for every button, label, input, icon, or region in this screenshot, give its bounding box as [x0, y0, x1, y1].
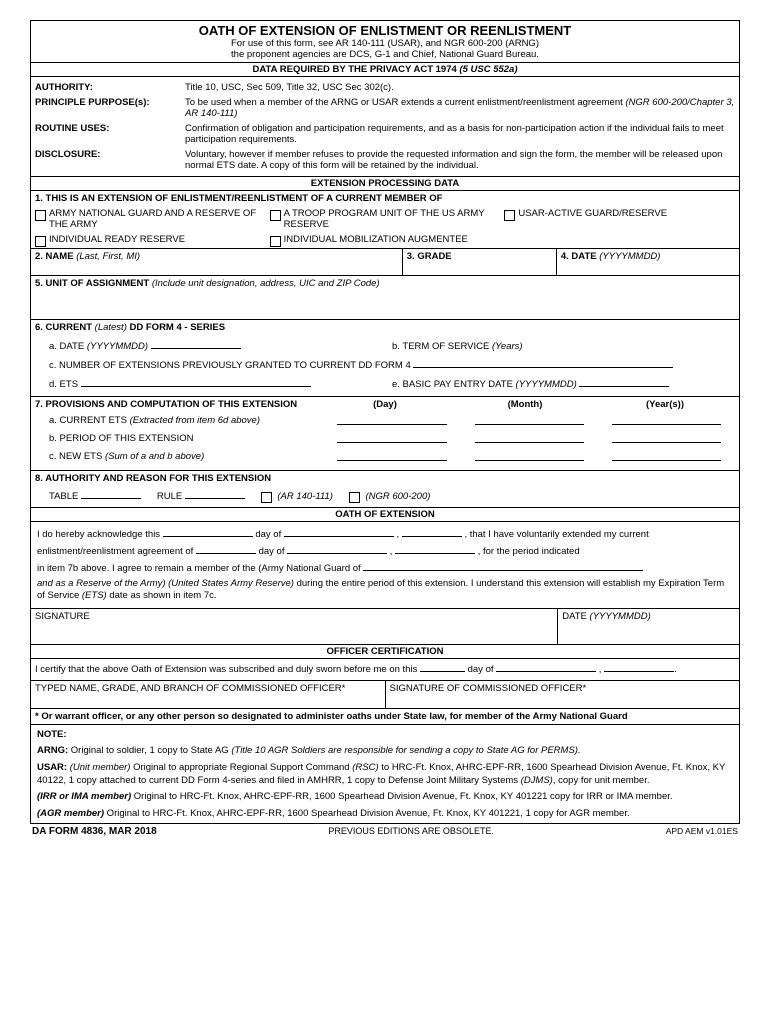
s7c: c. NEW ETS (Sum of a and b above)	[49, 448, 323, 466]
officer-sig-row: TYPED NAME, GRADE, AND BRANCH OF COMMISS…	[31, 680, 739, 708]
chk-ima[interactable]	[270, 236, 281, 247]
chk-irr[interactable]	[35, 236, 46, 247]
s8-rule-field[interactable]	[185, 489, 245, 499]
checkbox-row-2: INDIVIDUAL READY RESERVE INDIVIDUAL MOBI…	[31, 232, 739, 248]
authority-text: Title 10, USC, Sec 509, Title 32, USC Se…	[181, 80, 739, 95]
note-agr: (AGR member) Original to HRC-Ft. Knox, A…	[37, 807, 733, 820]
date-field[interactable]: 4. DATE (YYYYMMDD)	[557, 249, 739, 275]
s8-table-field[interactable]	[81, 489, 141, 499]
oath-heading: OATH OF EXTENSION	[31, 507, 739, 522]
form-subtitle: For use of this form, see AR 140-111 (US…	[31, 38, 739, 62]
s7c-year[interactable]	[612, 450, 721, 461]
form-footer: DA FORM 4836, MAR 2018 PREVIOUS EDITIONS…	[30, 824, 740, 837]
q1-label: 1. THIS IS AN EXTENSION OF ENLISTMENT/RE…	[31, 191, 739, 206]
note-irr: (IRR or IMA member) Original to HRC-Ft. …	[37, 790, 733, 803]
s7c-month[interactable]	[475, 450, 584, 461]
chk-tpu[interactable]	[270, 210, 281, 221]
opt-b: A TROOP PROGRAM UNIT OF THE US ARMY RESE…	[284, 208, 501, 230]
s6e[interactable]: e. BASIC PAY ENTRY DATE (YYYYMMDD)	[392, 375, 735, 394]
disclosure-text: Voluntary, however if member refuses to …	[181, 147, 739, 173]
note-arng: ARNG: Original to soldier, 1 copy to Sta…	[37, 744, 733, 757]
footer-right: APD AEM v1.01ES	[666, 826, 738, 837]
chk-arng[interactable]	[35, 210, 46, 221]
section8-body: TABLE RULE (AR 140-111) (NGR 600-200)	[31, 486, 739, 507]
chk-usar-agr[interactable]	[504, 210, 515, 221]
ref-ngr600: (NGR 600-200)	[365, 491, 430, 502]
opt-d: INDIVIDUAL READY RESERVE	[49, 234, 185, 245]
s7a-month[interactable]	[475, 414, 584, 425]
s7b: b. PERIOD OF THIS EXTENSION	[49, 430, 323, 448]
chk-ar140[interactable]	[261, 492, 272, 503]
oath-sig-row: SIGNATURE DATE (YYYYMMDD)	[31, 608, 739, 644]
officer-typed[interactable]: TYPED NAME, GRADE, AND BRANCH OF COMMISS…	[31, 681, 386, 708]
col-day: (Day)	[315, 399, 455, 410]
oath-f1[interactable]	[163, 527, 253, 537]
off-f3[interactable]	[604, 662, 674, 672]
oath-signature[interactable]: SIGNATURE	[31, 609, 558, 644]
note-usar: USAR: (Unit member) Original to appropri…	[37, 761, 733, 788]
ext-data-heading: EXTENSION PROCESSING DATA	[31, 176, 739, 191]
purpose-label: PRINCIPLE PURPOSE(s):	[31, 95, 181, 121]
officer-cert: I certify that the above Oath of Extensi…	[31, 659, 739, 680]
unit-field[interactable]: 5. UNIT OF ASSIGNMENT (Include unit desi…	[31, 275, 739, 319]
authority-label: AUTHORITY:	[31, 80, 181, 95]
off-f1[interactable]	[420, 662, 465, 672]
chk-ngr600[interactable]	[349, 492, 360, 503]
s6d[interactable]: d. ETS	[49, 375, 392, 394]
checkbox-row-1: ARMY NATIONAL GUARD AND A RESERVE OF THE…	[31, 206, 739, 232]
section6-title: 6. CURRENT (Latest) DD FORM 4 - SERIES	[31, 319, 739, 335]
oath-date[interactable]: DATE (YYYYMMDD)	[558, 609, 739, 644]
form-title: OATH OF EXTENSION OF ENLISTMENT OR REENL…	[31, 21, 739, 38]
officer-footnote: * Or warrant officer, or any other perso…	[31, 708, 739, 724]
privacy-heading: DATA REQUIRED BY THE PRIVACY ACT 1974 (5…	[31, 62, 739, 77]
s8-rule-label: RULE	[157, 491, 182, 502]
s6c[interactable]: c. NUMBER OF EXTENSIONS PREVIOUSLY GRANT…	[49, 356, 735, 375]
s6a[interactable]: a. DATE (YYYYMMDD)	[49, 337, 392, 356]
s7a-day[interactable]	[337, 414, 446, 425]
name-field[interactable]: 2. NAME (Last, First, MI)	[31, 249, 403, 275]
section7-title: 7. PROVISIONS AND COMPUTATION OF THIS EX…	[31, 396, 739, 410]
s6b[interactable]: b. TERM OF SERVICE (Years)	[392, 337, 735, 356]
officer-signature[interactable]: SIGNATURE OF COMMISSIONED OFFICER*	[386, 681, 740, 708]
oath-f2[interactable]	[284, 527, 394, 537]
s7c-day[interactable]	[337, 450, 446, 461]
section6-body: a. DATE (YYYYMMDD) b. TERM OF SERVICE (Y…	[31, 335, 739, 396]
form-container: OATH OF EXTENSION OF ENLISTMENT OR REENL…	[30, 20, 740, 824]
oath-f7[interactable]	[363, 561, 643, 571]
ref-ar140: (AR 140-111)	[277, 491, 333, 502]
oath-f3[interactable]	[402, 527, 462, 537]
note-heading: NOTE:	[37, 728, 733, 741]
opt-a: ARMY NATIONAL GUARD AND A RESERVE OF THE…	[49, 208, 266, 230]
oath-f4[interactable]	[196, 544, 256, 554]
off-f2[interactable]	[496, 662, 596, 672]
col-year: (Year(s))	[595, 399, 735, 410]
oath-f5[interactable]	[287, 544, 387, 554]
disclosure-label: DISCLOSURE:	[31, 147, 181, 173]
routine-text: Confirmation of obligation and participa…	[181, 121, 739, 147]
subtitle-line1: For use of this form, see AR 140-111 (US…	[231, 38, 539, 49]
s7b-day[interactable]	[337, 432, 446, 443]
officer-heading: OFFICER CERTIFICATION	[31, 644, 739, 659]
subtitle-line2: the proponent agencies are DCS, G-1 and …	[231, 49, 539, 60]
s7b-month[interactable]	[475, 432, 584, 443]
s7b-year[interactable]	[612, 432, 721, 443]
oath-body: I do hereby acknowledge this day of , , …	[31, 522, 739, 608]
s7a-year[interactable]	[612, 414, 721, 425]
grade-field[interactable]: 3. GRADE	[403, 249, 557, 275]
fields-2-3-4: 2. NAME (Last, First, MI) 3. GRADE 4. DA…	[31, 248, 739, 275]
col-month: (Month)	[455, 399, 595, 410]
s8-table-label: TABLE	[49, 491, 78, 502]
privacy-block: AUTHORITY: Title 10, USC, Sec 509, Title…	[31, 77, 739, 176]
routine-label: ROUTINE USES:	[31, 121, 181, 147]
opt-e: INDIVIDUAL MOBILIZATION AUGMENTEE	[284, 234, 468, 245]
oath-f6[interactable]	[395, 544, 475, 554]
footer-center: PREVIOUS EDITIONS ARE OBSOLETE.	[328, 826, 494, 837]
s7a: a. CURRENT ETS (Extracted from item 6d a…	[49, 412, 323, 430]
purpose-text: To be used when a member of the ARNG or …	[181, 95, 739, 121]
opt-c: USAR-ACTIVE GUARD/RESERVE	[518, 208, 667, 219]
section8-title: 8. AUTHORITY AND REASON FOR THIS EXTENSI…	[31, 470, 739, 486]
footer-left: DA FORM 4836, MAR 2018	[32, 826, 157, 837]
section7-body: a. CURRENT ETS (Extracted from item 6d a…	[31, 410, 739, 470]
note-block: NOTE: ARNG: Original to soldier, 1 copy …	[31, 724, 739, 823]
